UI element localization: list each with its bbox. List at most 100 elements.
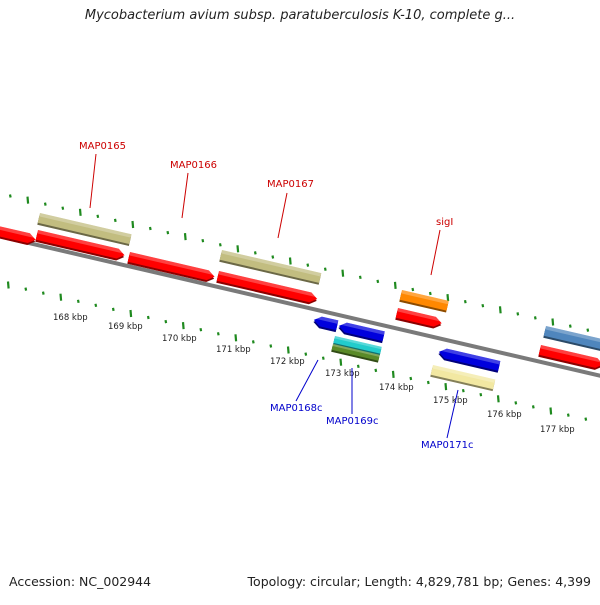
- minor-tick: [166, 230, 170, 235]
- genes-value: 4,399: [555, 574, 591, 589]
- accession-value: NC_002944: [79, 574, 152, 589]
- minor-tick: [356, 364, 360, 369]
- major-tick: [234, 334, 238, 342]
- scale-tick-label: 172 kbp: [270, 357, 305, 367]
- major-tick: [236, 245, 240, 253]
- minor-tick: [323, 267, 327, 271]
- gene-MAP0168c[interactable]: [312, 315, 339, 333]
- minor-tick: [271, 255, 275, 259]
- gene-label[interactable]: MAP0168c: [270, 403, 322, 414]
- gene-MAP0166[interactable]: [127, 252, 215, 284]
- minor-tick: [201, 238, 205, 243]
- callout-line: [446, 389, 459, 439]
- genome-stats: Topology: circular; Length: 4,829,781 bp…: [248, 574, 591, 589]
- minor-tick: [218, 243, 222, 247]
- minor-tick: [321, 356, 325, 360]
- minor-tick: [24, 287, 28, 291]
- feature-cyan[interactable]: [332, 336, 382, 356]
- minor-tick: [199, 327, 203, 332]
- minor-tick: [113, 218, 117, 223]
- major-tick: [444, 383, 448, 391]
- major-tick: [131, 220, 135, 229]
- minor-tick: [8, 194, 12, 198]
- callout-line: [181, 172, 189, 219]
- gene-label[interactable]: MAP0166: [170, 160, 217, 171]
- feature-khaki[interactable]: [37, 213, 132, 246]
- scale-tick-label: 169 kbp: [108, 322, 143, 332]
- callout-line: [295, 359, 319, 402]
- feature-orange[interactable]: [399, 290, 449, 313]
- gene-MAP0167[interactable]: [216, 271, 318, 306]
- gene-label[interactable]: MAP0171c: [421, 440, 473, 451]
- minor-tick: [514, 401, 518, 405]
- major-tick: [59, 293, 63, 301]
- feature-track: [0, 213, 600, 392]
- feature-steel-blue[interactable]: [543, 326, 600, 352]
- gene-label[interactable]: MAP0165: [79, 141, 126, 152]
- minor-tick: [269, 344, 273, 348]
- length-label: Length:: [364, 574, 412, 589]
- scale-tick-label: 174 kbp: [379, 383, 414, 393]
- major-tick: [181, 322, 185, 330]
- major-tick: [339, 358, 343, 366]
- minor-tick: [376, 279, 380, 284]
- major-tick: [288, 257, 292, 265]
- scale-tick-label: 173 kbp: [325, 369, 360, 379]
- major-tick: [6, 281, 10, 289]
- minor-tick: [584, 417, 588, 421]
- minor-tick: [43, 202, 47, 206]
- minor-tick: [568, 324, 572, 328]
- minor-tick: [96, 214, 100, 219]
- feature-khaki[interactable]: [219, 250, 322, 285]
- gene-label[interactable]: sigI: [436, 217, 453, 228]
- minor-tick: [586, 328, 590, 332]
- feature-olive[interactable]: [331, 344, 380, 363]
- callout-line: [430, 229, 441, 276]
- scale-tick-label: 170 kbp: [162, 334, 197, 344]
- scale-tick-label: 171 kbp: [216, 345, 251, 355]
- scale-tick-label: 168 kbp: [53, 313, 88, 323]
- gene-MAP0165[interactable]: [35, 230, 125, 262]
- major-tick: [129, 309, 133, 318]
- backbone-line: [0, 234, 600, 378]
- minor-tick: [94, 303, 98, 308]
- feature-pale-yellow[interactable]: [430, 365, 496, 392]
- minor-tick: [251, 340, 255, 344]
- major-tick: [391, 370, 395, 378]
- major-tick: [78, 208, 82, 216]
- minor-tick: [146, 315, 150, 320]
- gene-label[interactable]: MAP0169c: [326, 416, 378, 427]
- minor-tick: [41, 291, 45, 295]
- scale-tick-label: 176 kbp: [487, 410, 522, 420]
- minor-tick: [409, 376, 413, 381]
- minor-tick: [304, 352, 308, 356]
- gene-forward[interactable]: [538, 345, 600, 371]
- accession-label: Accession:: [9, 574, 76, 589]
- minor-tick: [111, 307, 115, 312]
- gene-sigI[interactable]: [395, 308, 443, 330]
- minor-tick: [164, 319, 168, 324]
- major-tick: [341, 269, 345, 277]
- minor-tick: [253, 251, 257, 255]
- gene-callouts: MAP0165 MAP0166 MAP0167 sigI MAP0168c MAP0169…: [79, 141, 473, 451]
- minor-tick: [426, 380, 430, 385]
- minor-tick: [358, 275, 362, 280]
- map-title: Mycobacterium avium subsp. paratuberculo…: [84, 8, 516, 23]
- outer-tick-track: [8, 194, 590, 332]
- major-tick: [183, 233, 187, 241]
- gene-reverse[interactable]: [337, 321, 385, 344]
- gene-feature-forward[interactable]: [0, 224, 37, 247]
- callout-line: [277, 192, 288, 239]
- scale-tick-label: 175 kbp: [433, 396, 468, 406]
- minor-tick: [533, 316, 537, 320]
- gene-label[interactable]: MAP0167: [267, 179, 314, 190]
- minor-tick: [411, 287, 415, 292]
- topology-value: circular;: [310, 574, 361, 589]
- gene-MAP0171c[interactable]: [437, 347, 501, 373]
- major-tick: [286, 346, 290, 354]
- minor-tick: [481, 303, 485, 308]
- length-value: 4,829,781 bp;: [415, 574, 504, 589]
- callout-line: [89, 153, 97, 209]
